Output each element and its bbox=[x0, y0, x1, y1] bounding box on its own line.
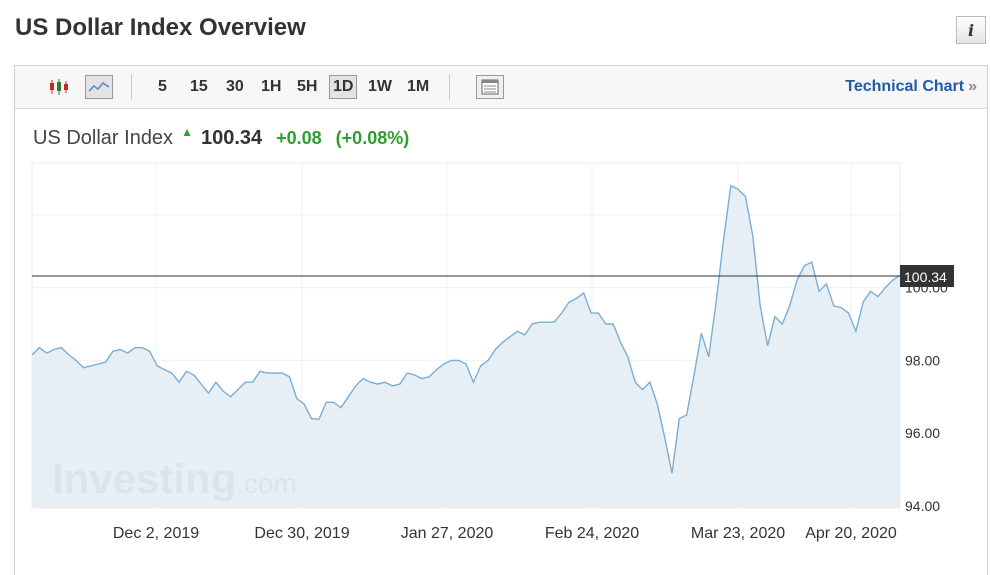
quote-header: US Dollar Index ▲ 100.34 +0.08 (+0.08%) bbox=[33, 125, 410, 150]
up-arrow-icon: ▲ bbox=[181, 125, 193, 139]
toolbar-separator bbox=[449, 74, 450, 100]
timeframe-5h[interactable]: 5H bbox=[297, 78, 318, 95]
info-icon: i bbox=[967, 20, 975, 40]
page-title: US Dollar Index Overview bbox=[15, 14, 306, 41]
chart-panel: 5 15 30 1H 5H 1D 1W 1M Technical Chart» US Doll… bbox=[14, 65, 988, 575]
chevron-right-icon: » bbox=[968, 78, 977, 95]
price-change: +0.08 bbox=[276, 128, 322, 148]
chart-toolbar: 5 15 30 1H 5H 1D 1W 1M Technical Chart» bbox=[15, 66, 987, 109]
timeframe-1d[interactable]: 1D bbox=[329, 75, 358, 99]
timeframe-5[interactable]: 5 bbox=[158, 78, 167, 95]
price-change-percent: (+0.08%) bbox=[335, 128, 410, 148]
timeframe-1m[interactable]: 1M bbox=[407, 78, 430, 95]
timeframe-1w[interactable]: 1W bbox=[368, 78, 392, 95]
info-button[interactable]: i bbox=[956, 16, 986, 44]
last-price: 100.34 bbox=[200, 127, 263, 149]
line-chart-icon[interactable] bbox=[85, 75, 113, 99]
layout-icon[interactable] bbox=[476, 75, 504, 99]
technical-chart-label: Technical Chart bbox=[845, 78, 965, 95]
toolbar-separator bbox=[131, 74, 132, 100]
technical-chart-link[interactable]: Technical Chart» bbox=[845, 78, 977, 96]
timeframe-30[interactable]: 30 bbox=[226, 78, 244, 95]
candlestick-icon[interactable] bbox=[45, 75, 73, 99]
timeframe-15[interactable]: 15 bbox=[190, 78, 208, 95]
timeframe-1h[interactable]: 1H bbox=[261, 78, 282, 95]
instrument-name: US Dollar Index bbox=[33, 127, 174, 149]
